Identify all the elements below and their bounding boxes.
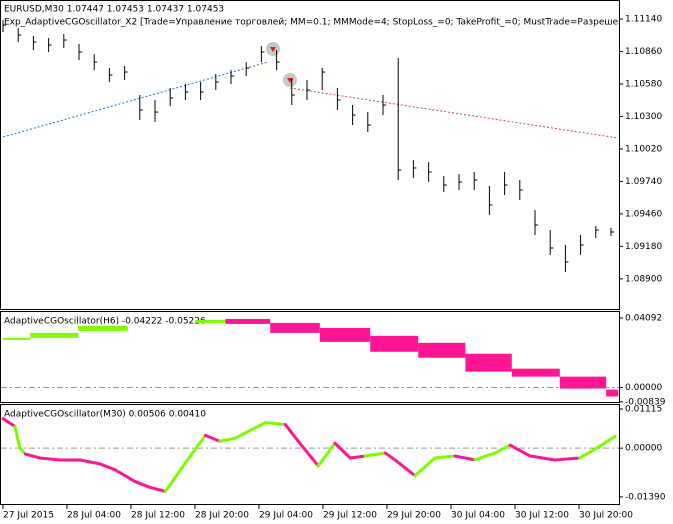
y-tick-label: -0.00839	[625, 397, 666, 407]
x-tick-label: 30 Jul 04:00	[451, 511, 505, 521]
y-tick-label: 1.09180	[625, 242, 662, 252]
x-tick-label: 28 Jul 12:00	[131, 511, 185, 521]
band-segment	[270, 322, 320, 333]
x-tick-label: 29 Jul 20:00	[387, 511, 441, 521]
line-segment	[148, 485, 167, 493]
line-segment	[233, 421, 267, 440]
line-segment	[183, 433, 207, 465]
y-tick-label: 1.10020	[625, 144, 662, 154]
line-segment	[203, 433, 222, 443]
band-segment	[195, 319, 226, 323]
line-segment	[508, 443, 532, 458]
band-segment	[418, 342, 466, 358]
band-segment	[30, 332, 79, 338]
line-segment	[218, 436, 237, 443]
line-segment	[473, 451, 497, 462]
y-tick-label: 1.10580	[625, 79, 662, 89]
band-segment	[511, 368, 560, 377]
trend-line	[2, 61, 269, 138]
line-segment	[363, 451, 387, 458]
line-segment	[333, 441, 352, 460]
line-segment	[348, 454, 367, 460]
x-tick-label: 29 Jul 12:00	[323, 511, 377, 521]
x-tick-label: 28 Jul 04:00	[67, 511, 121, 521]
line-segment	[98, 462, 117, 472]
main-panel	[0, 0, 620, 310]
line-segment	[493, 443, 512, 455]
line-segment	[1, 417, 17, 429]
y-tick-label: 0.01115	[625, 405, 662, 415]
line-segment	[113, 468, 137, 484]
line-segment	[316, 441, 337, 468]
band-segment	[78, 325, 128, 331]
x-tick-label: 27 Jul 2015	[3, 511, 54, 521]
line-segment	[13, 425, 22, 450]
line-segment	[163, 461, 187, 493]
expert-info: Exp_AdaptiveCGOscillator_X2 [Trade=Управ…	[4, 18, 660, 28]
y-tick-label: 1.08900	[625, 274, 662, 284]
x-tick-label: 30 Jul 20:00	[579, 511, 633, 521]
line-segment	[78, 458, 102, 466]
line-segment	[433, 454, 457, 460]
line-segment	[528, 454, 557, 462]
line-segment	[383, 451, 397, 462]
line-segment	[23, 452, 42, 460]
x-tick-label: 29 Jul 04:00	[259, 511, 313, 521]
x-tick-label: 28 Jul 20:00	[195, 511, 249, 521]
band-segment	[465, 353, 512, 372]
y-tick-label: 0.04092	[625, 313, 662, 323]
line-segment	[453, 454, 477, 462]
line-segment	[393, 458, 417, 478]
band-segment	[559, 376, 607, 389]
y-tick-label: 1.11140	[625, 15, 662, 25]
y-tick-label: -0.01390	[625, 492, 666, 502]
line-segment	[133, 480, 152, 489]
indicator-title: AdaptiveCGOscillator(H6) -0.04222 -0.052…	[4, 317, 206, 327]
line-segment	[413, 456, 437, 478]
band-segment	[3, 337, 31, 340]
y-tick-label: 0.00000	[625, 444, 662, 454]
line-segment	[38, 456, 62, 462]
trend-line	[289, 87, 619, 139]
line-segment	[578, 444, 602, 460]
x-tick-label: 30 Jul 12:00	[515, 511, 569, 521]
indicator-title: AdaptiveCGOscillator(M30) 0.00506 0.0041…	[4, 410, 206, 420]
y-tick-label: 1.10860	[625, 47, 662, 57]
band-segment	[225, 318, 271, 324]
band-segment	[606, 389, 619, 397]
band-segment	[370, 335, 419, 352]
y-tick-label: 1.10300	[625, 112, 662, 122]
y-tick-label: 1.09460	[625, 209, 662, 219]
line-segment	[298, 441, 320, 468]
line-segment	[598, 434, 617, 448]
band-segment	[319, 327, 371, 342]
y-tick-label: 0.00000	[625, 383, 662, 393]
symbol-info: EURUSD,M30 1.07447 1.07453 1.07437 1.074…	[4, 5, 224, 15]
trade-arrow	[270, 47, 276, 52]
y-tick-label: 1.09740	[625, 177, 662, 187]
line-segment	[283, 423, 302, 445]
line-segment	[263, 421, 287, 427]
line-segment	[553, 456, 582, 462]
